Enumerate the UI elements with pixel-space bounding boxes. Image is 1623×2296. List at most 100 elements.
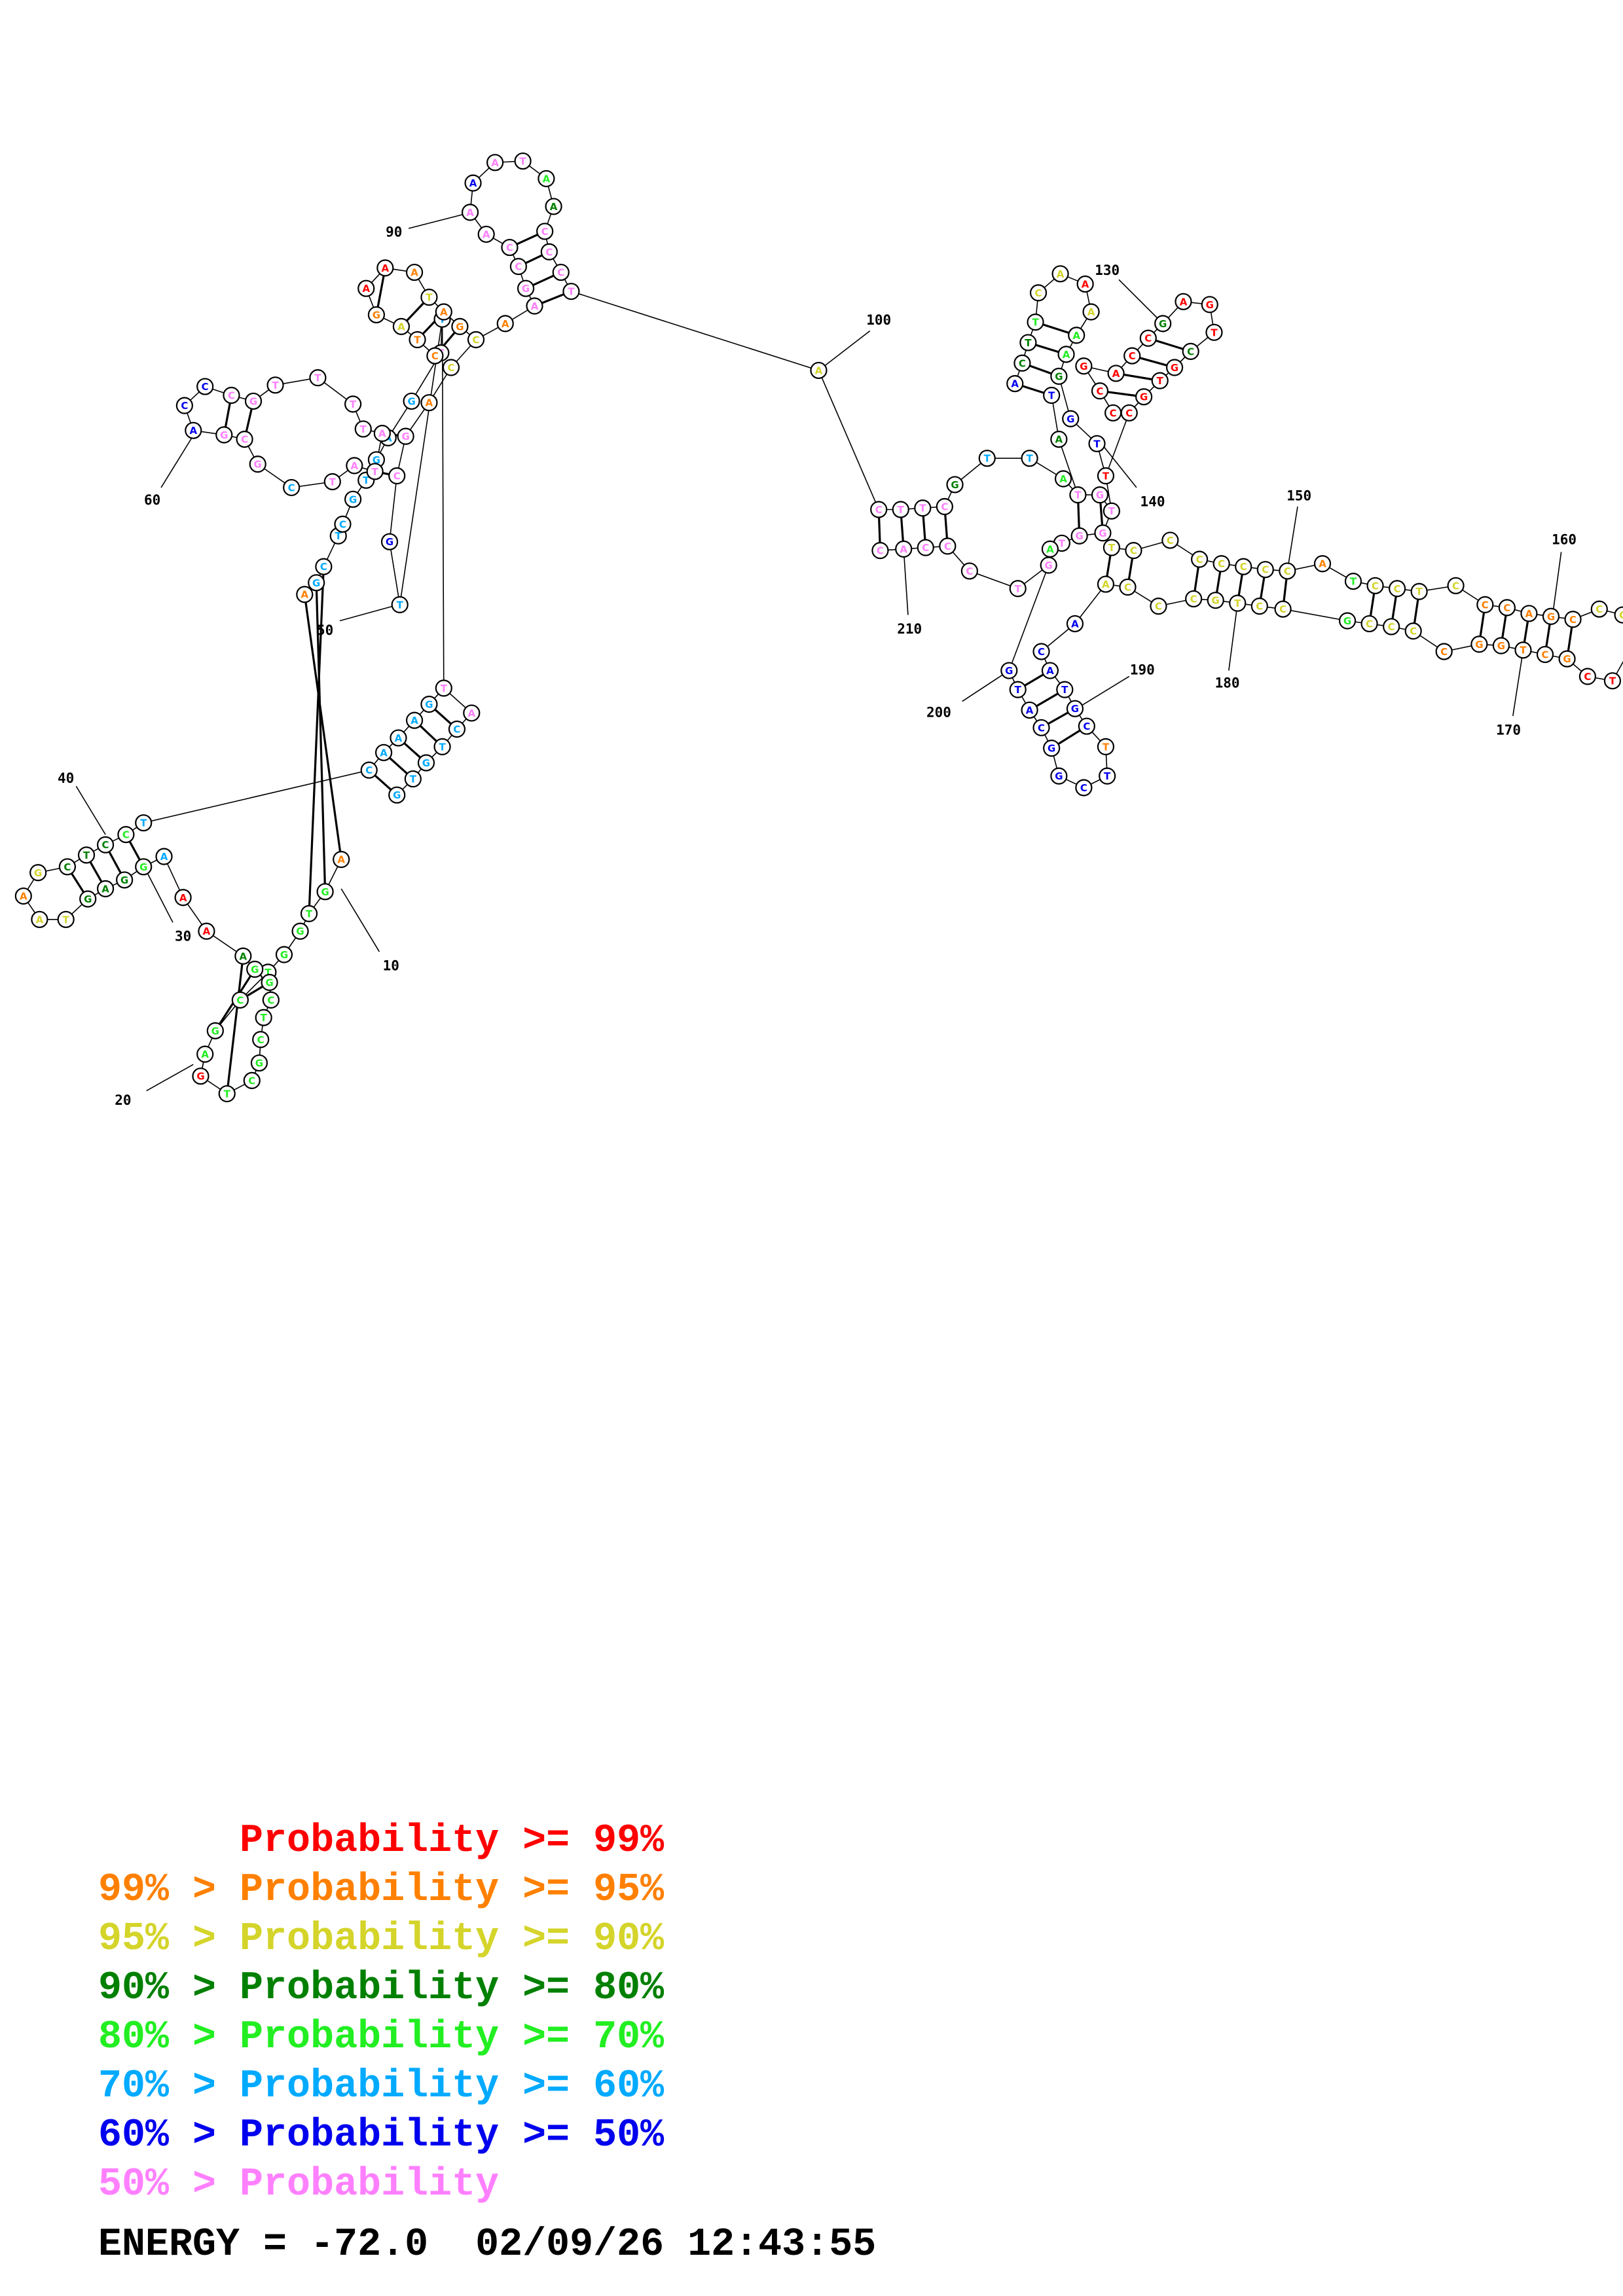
nucleotide-letter: T: [1234, 598, 1241, 609]
nucleotide-letter: G: [1171, 362, 1178, 374]
nucleotide: C: [939, 537, 957, 555]
nucleotide: A: [96, 880, 115, 897]
nucleotide-circle: [1410, 583, 1428, 600]
nucleotide: C: [1498, 599, 1516, 617]
nucleotide-letter: G: [1343, 615, 1351, 627]
nucleotide-letter: T: [1520, 645, 1527, 656]
nucleotide: T: [323, 473, 341, 491]
nucleotide-letter: T: [1048, 389, 1055, 401]
nucleotide-circle: [461, 204, 479, 221]
nucleotide: A: [357, 279, 375, 297]
nucleotide-letter: A: [1180, 296, 1188, 308]
nucleotide-circle: [1205, 323, 1223, 341]
nucleotide-letter: C: [1569, 614, 1577, 626]
nucleotide-circle: [1498, 599, 1516, 617]
nucleotide-circle: [1075, 357, 1093, 375]
nucleotide-letter: A: [1046, 665, 1054, 677]
nucleotide-circle: [417, 754, 435, 772]
nucleotide-circle: [249, 456, 266, 473]
nucleotide-circle: [135, 814, 153, 832]
legend-left: 60% >: [98, 2113, 240, 2158]
nucleotide-circle: [315, 558, 333, 575]
nucleotide-letter: C: [877, 545, 884, 557]
nucleotide: C: [1256, 561, 1274, 579]
nucleotide: C: [1235, 558, 1252, 575]
nucleotide: G: [1154, 315, 1172, 332]
nucleotide-letter: C: [339, 518, 346, 530]
nucleotide-circle: [914, 499, 932, 517]
nucleotide-circle: [1492, 637, 1510, 655]
nucleotide-letter: T: [224, 1088, 231, 1100]
nucleotide-circle: [1076, 275, 1094, 293]
position-label: 190: [1130, 662, 1155, 678]
nucleotide-letter: C: [1503, 602, 1510, 614]
nucleotide-circle: [517, 279, 535, 297]
position-tick: [903, 548, 909, 615]
nucleotide: C: [1013, 354, 1031, 372]
nucleotide: C: [1590, 600, 1608, 618]
nucleotide: G: [417, 754, 435, 772]
nucleotide: A: [463, 704, 481, 722]
nucleotide-circle: [1050, 430, 1068, 448]
position-tick: [962, 670, 1010, 702]
nucleotide-letter: A: [1063, 349, 1070, 361]
nucleotide: T: [354, 420, 372, 438]
nucleotide-letter: G: [1547, 611, 1555, 622]
nucleotide-letter: A: [1087, 306, 1095, 318]
nucleotide-letter: G: [265, 977, 273, 989]
nucleotide-circle: [1097, 467, 1115, 485]
nucleotide-letter: A: [468, 708, 476, 719]
nucleotide-letter: C: [1124, 582, 1131, 594]
nucleotide-circle: [463, 704, 481, 722]
nucleotide-circle: [1404, 622, 1422, 640]
nucleotide-letter: G: [349, 493, 357, 505]
nucleotide-circle: [1338, 612, 1357, 630]
nucleotide: A: [477, 225, 495, 243]
nucleotide: C: [870, 501, 888, 518]
nucleotide-circle: [117, 825, 135, 844]
nucleotide-circle: [354, 420, 372, 438]
nucleotide: T: [1099, 767, 1116, 785]
nucleotide: T: [1151, 372, 1169, 389]
energy-label: ENERGY =: [98, 2223, 287, 2267]
nucleotide-circle: [1075, 779, 1093, 797]
nucleotide-letter: G: [211, 1025, 219, 1037]
nucleotide-circle: [255, 1009, 272, 1026]
nucleotide-circle: [939, 537, 957, 555]
nucleotide-circle: [870, 501, 888, 518]
nucleotide-circle: [192, 1067, 210, 1085]
nucleotide-letter: A: [337, 854, 345, 866]
nucleotide-circle: [346, 457, 363, 475]
nucleotide-letter: G: [1159, 318, 1167, 330]
nucleotide: A: [333, 851, 350, 869]
position-tick: [340, 888, 380, 952]
nucleotide: T: [1069, 486, 1087, 504]
legend-mid: Probability: [240, 1917, 500, 1962]
nucleotide-circle: [1125, 542, 1142, 560]
legend-left: 95% >: [98, 1917, 240, 1962]
nucleotide-letter: T: [350, 399, 357, 410]
nucleotide-circle: [96, 880, 115, 897]
probability-legend: Probability >= 99% 99% > Probability >= 9…: [98, 1817, 664, 2210]
nucleotide-letter: C: [1110, 407, 1117, 419]
nucleotide: T: [978, 450, 996, 467]
nucleotide: G: [275, 946, 293, 963]
nucleotide-letter: G: [255, 1058, 263, 1069]
nucleotide: C: [1032, 719, 1050, 736]
nucleotide: A: [392, 317, 410, 335]
nucleotide: T: [344, 395, 362, 413]
nucleotide-letter: C: [320, 561, 327, 573]
nucleotide: A: [376, 259, 394, 277]
nucleotide-circle: [552, 263, 570, 281]
nucleotide-letter: T: [1026, 453, 1033, 465]
nucleotide: C: [231, 991, 249, 1009]
nucleotide-letter: A: [395, 732, 403, 744]
legend-mid: Probability: [240, 2162, 500, 2207]
nucleotide-letter: C: [248, 1075, 255, 1086]
nucleotide-letter: A: [1046, 543, 1054, 555]
nucleotide: T: [1205, 323, 1223, 341]
position-tick: [1552, 552, 1562, 617]
nucleotide-circle: [373, 425, 391, 442]
position-tick: [1076, 675, 1130, 709]
